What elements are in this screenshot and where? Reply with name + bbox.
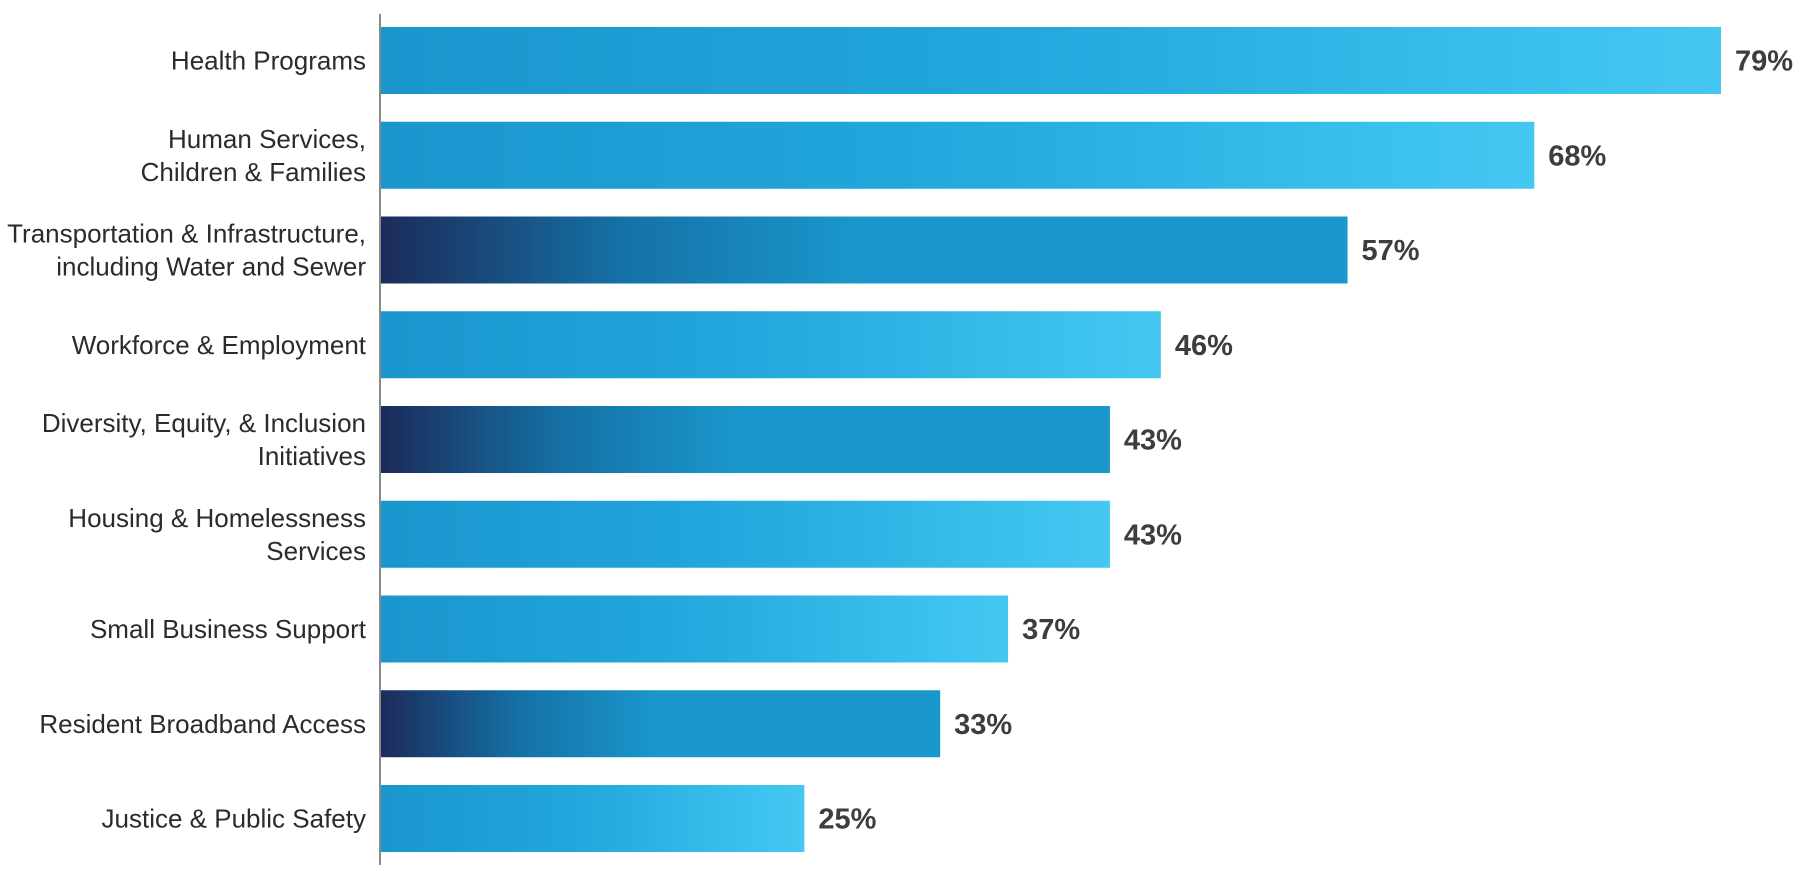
value-label: 46% xyxy=(1175,330,1233,362)
category-label-line: Resident Broadband Access xyxy=(39,709,366,739)
value-label: 25% xyxy=(818,804,876,836)
category-label-line: Services xyxy=(266,536,366,566)
category-label: Justice & Public Safety xyxy=(102,804,366,834)
category-label-line: Diversity, Equity, & Inclusion xyxy=(42,408,366,438)
category-label-line: Small Business Support xyxy=(90,614,367,644)
bar xyxy=(380,595,1009,663)
category-label: Workforce & Employment xyxy=(72,330,367,360)
value-label: 43% xyxy=(1124,519,1182,551)
bar xyxy=(380,500,1110,568)
category-label-line: Health Programs xyxy=(171,46,366,76)
bar xyxy=(380,216,1348,284)
category-label-line: Housing & Homelessness xyxy=(68,503,366,533)
category-label-line: Initiatives xyxy=(258,441,366,471)
bar xyxy=(380,311,1161,379)
value-labels: 79% 68% 57% 46% 43% 43% 37% 33% 25% xyxy=(818,46,1793,836)
category-label-line: Justice & Public Safety xyxy=(102,804,366,834)
value-label: 68% xyxy=(1548,140,1606,172)
value-label: 37% xyxy=(1022,614,1080,646)
bar xyxy=(380,121,1535,189)
category-label-line: Children & Families xyxy=(141,157,366,187)
value-label: 57% xyxy=(1362,235,1420,267)
bar xyxy=(380,406,1110,473)
category-label: Human Services, Children & Families xyxy=(141,124,366,187)
bar xyxy=(380,690,941,758)
category-labels: Health Programs Human Services, Children &… xyxy=(7,46,367,834)
bar xyxy=(380,27,1721,94)
category-label: Diversity, Equity, & Inclusion Initiative… xyxy=(42,408,366,471)
category-label-line: Transportation & Infrastructure, xyxy=(7,219,366,249)
bars-layer xyxy=(380,27,1721,852)
category-label: Transportation & Infrastructure, includin… xyxy=(7,219,366,282)
bar xyxy=(380,785,805,852)
category-label-line: including Water and Sewer xyxy=(56,252,366,282)
category-label: Small Business Support xyxy=(90,614,367,644)
category-label-line: Workforce & Employment xyxy=(72,330,367,360)
value-label: 33% xyxy=(954,709,1012,741)
value-label: 79% xyxy=(1735,46,1793,78)
category-label: Resident Broadband Access xyxy=(39,709,366,739)
category-label: Housing & Homelessness Services xyxy=(68,503,366,566)
category-label: Health Programs xyxy=(171,46,366,76)
category-label-line: Human Services, xyxy=(168,124,366,154)
value-label: 43% xyxy=(1124,425,1182,457)
